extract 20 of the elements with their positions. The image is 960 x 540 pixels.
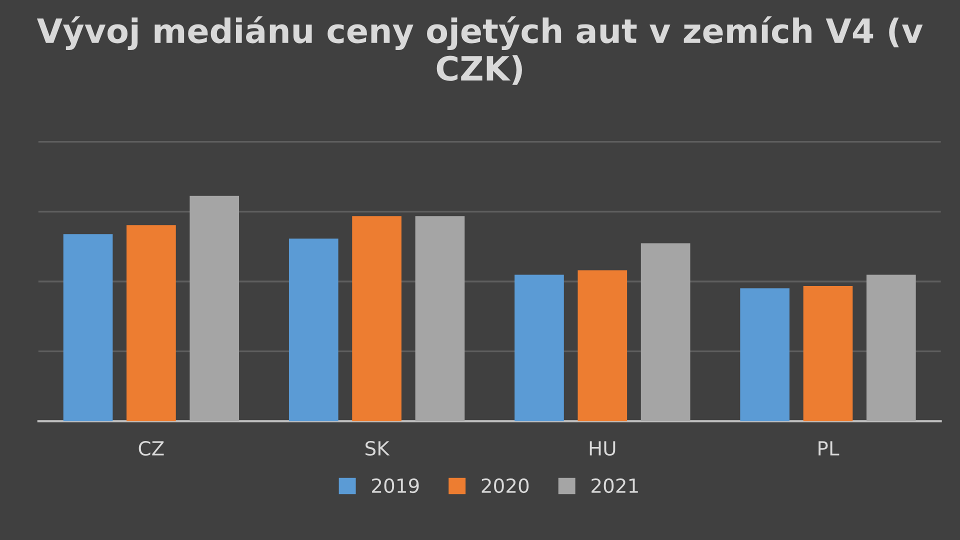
x-tick-label: PL: [818, 441, 840, 456]
bar: [126, 225, 176, 422]
bar: [288, 238, 338, 422]
x-tick-label: HU: [590, 441, 616, 456]
x-tick-label: SK: [366, 440, 390, 456]
x-tick-label: CZ: [138, 440, 164, 456]
bar: [866, 274, 916, 422]
bar: [740, 288, 790, 422]
bar: [640, 243, 690, 422]
bar: [190, 196, 240, 422]
bar: [514, 274, 564, 422]
legend-label: 2021: [592, 478, 638, 494]
bar: [352, 216, 402, 422]
bar: [63, 234, 113, 422]
bar: [803, 286, 853, 422]
chart-title: Vývoj mediánu ceny ojetých aut v zemích V4 (v CZK): [36, 16, 923, 85]
bar: [578, 270, 628, 422]
legend-label: 2020: [482, 478, 529, 494]
bar: [415, 216, 465, 422]
legend-label: 2019: [372, 478, 419, 494]
